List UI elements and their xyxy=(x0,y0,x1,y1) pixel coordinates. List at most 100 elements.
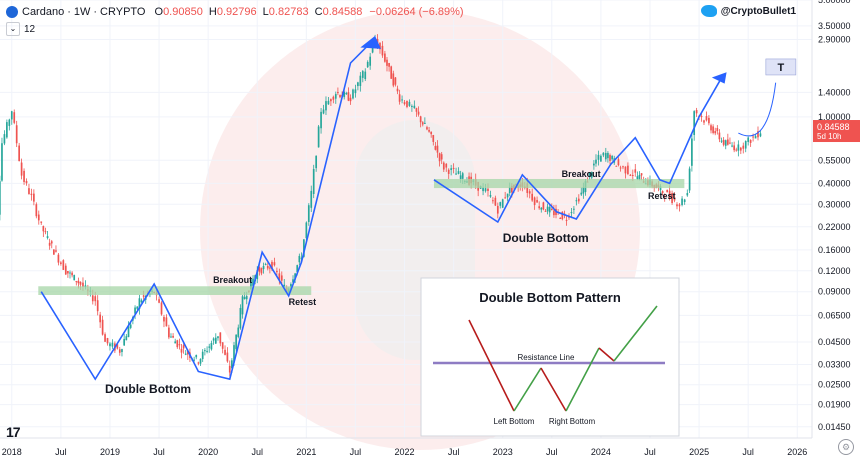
candle-body xyxy=(553,210,555,216)
settings-icon[interactable]: ⚙ xyxy=(838,439,854,455)
y-tick-label: 0.12000 xyxy=(818,266,851,276)
candle-body xyxy=(570,212,573,214)
candle-body xyxy=(744,141,747,149)
y-tick-label: 0.04500 xyxy=(818,337,851,347)
candle-body xyxy=(121,349,123,353)
candle-body xyxy=(180,348,183,353)
inset-retest xyxy=(598,347,615,362)
candle-body xyxy=(708,117,710,124)
candle-body xyxy=(250,279,252,290)
candle-body xyxy=(118,349,121,353)
price-label: 0.84588 xyxy=(817,122,850,132)
candle-body xyxy=(347,92,350,101)
candle-body xyxy=(754,135,757,139)
inset-right-bottom-label: Right Bottom xyxy=(549,417,596,426)
y-tick-label: 3.50000 xyxy=(818,21,851,31)
candle-body xyxy=(84,285,87,288)
candle-body xyxy=(44,231,47,233)
candle-body xyxy=(178,344,181,346)
y-tick-label: 0.40000 xyxy=(818,178,851,188)
candle-body xyxy=(379,42,381,50)
inset-resistance-label: Resistance Line xyxy=(518,353,575,362)
candle-body xyxy=(262,266,265,270)
candle-body xyxy=(403,102,406,105)
candle-body xyxy=(600,155,602,162)
candle-body xyxy=(271,261,273,270)
candle-body xyxy=(424,122,426,124)
candle-body xyxy=(165,317,168,327)
inset-up-left xyxy=(513,367,542,412)
candle-body xyxy=(636,176,639,179)
candle-body xyxy=(666,189,669,193)
candle-body xyxy=(546,206,549,212)
inset-up-right xyxy=(565,347,600,412)
candle-body xyxy=(310,190,313,208)
candle-body xyxy=(184,353,187,355)
candle-body xyxy=(705,116,708,121)
candle-body xyxy=(33,193,35,202)
candle-body xyxy=(30,193,33,196)
candle-body xyxy=(109,343,111,347)
candle-body xyxy=(593,163,595,166)
candle-body xyxy=(237,327,240,337)
candle-body xyxy=(186,350,189,355)
symbol-name[interactable]: Cardano xyxy=(22,6,65,18)
candle-body xyxy=(609,155,611,161)
y-tick-label: 1.40000 xyxy=(818,87,851,97)
candle-body xyxy=(381,45,384,56)
candle-body xyxy=(182,345,185,349)
pattern-line-left xyxy=(40,37,376,381)
candle-body xyxy=(354,89,357,94)
candle-body xyxy=(116,344,119,349)
candle-body xyxy=(408,101,411,106)
candle-body xyxy=(28,188,30,195)
indicator-value: 12 xyxy=(24,23,36,35)
candle-body xyxy=(733,145,736,151)
candle-body xyxy=(668,190,671,199)
candle-body xyxy=(46,236,49,239)
candle-body xyxy=(160,302,163,315)
candle-body xyxy=(396,88,399,92)
candle-body xyxy=(280,275,283,281)
candle-body xyxy=(739,147,742,151)
price-label-box xyxy=(813,120,860,143)
timeframe[interactable]: 1W xyxy=(73,6,91,18)
candle-body xyxy=(661,190,664,194)
tradingview-logo-icon[interactable]: 17 xyxy=(6,424,21,440)
x-tick-label: 2024 xyxy=(591,447,611,457)
candle-body xyxy=(731,145,733,147)
candle-body xyxy=(106,338,109,344)
candle-body xyxy=(252,278,254,286)
candle-body xyxy=(123,338,126,346)
candle-body xyxy=(392,73,395,86)
candle-body xyxy=(334,94,337,99)
candle-body xyxy=(531,193,534,201)
candle-body xyxy=(588,172,591,177)
candle-body xyxy=(57,254,60,263)
candle-body xyxy=(170,336,172,338)
candle-body xyxy=(158,299,160,303)
y-tick-label: 0.01450 xyxy=(818,422,851,432)
candle-body xyxy=(60,262,62,264)
candle-body xyxy=(683,199,686,203)
candle-body xyxy=(540,207,543,210)
candle-body xyxy=(8,119,11,126)
candle-body xyxy=(482,187,484,192)
inset-title: Double Bottom Pattern xyxy=(479,290,621,305)
y-tick-label: 0.01900 xyxy=(818,400,851,410)
candle-body xyxy=(91,295,94,302)
x-tick-label: Jul xyxy=(251,447,263,457)
indicator-row[interactable]: ⌄ 12 xyxy=(6,22,35,36)
candle-body xyxy=(260,268,263,274)
candle-body xyxy=(757,131,759,138)
chevron-down-icon[interactable]: ⌄ xyxy=(6,22,20,36)
candle-body xyxy=(40,221,43,223)
author-handle: @CryptoBullet1 xyxy=(700,5,796,17)
inset-down-right xyxy=(540,367,567,412)
candle-body xyxy=(528,191,531,194)
candle-body xyxy=(371,45,374,53)
candle-body xyxy=(526,183,529,193)
candle-body xyxy=(283,284,286,287)
